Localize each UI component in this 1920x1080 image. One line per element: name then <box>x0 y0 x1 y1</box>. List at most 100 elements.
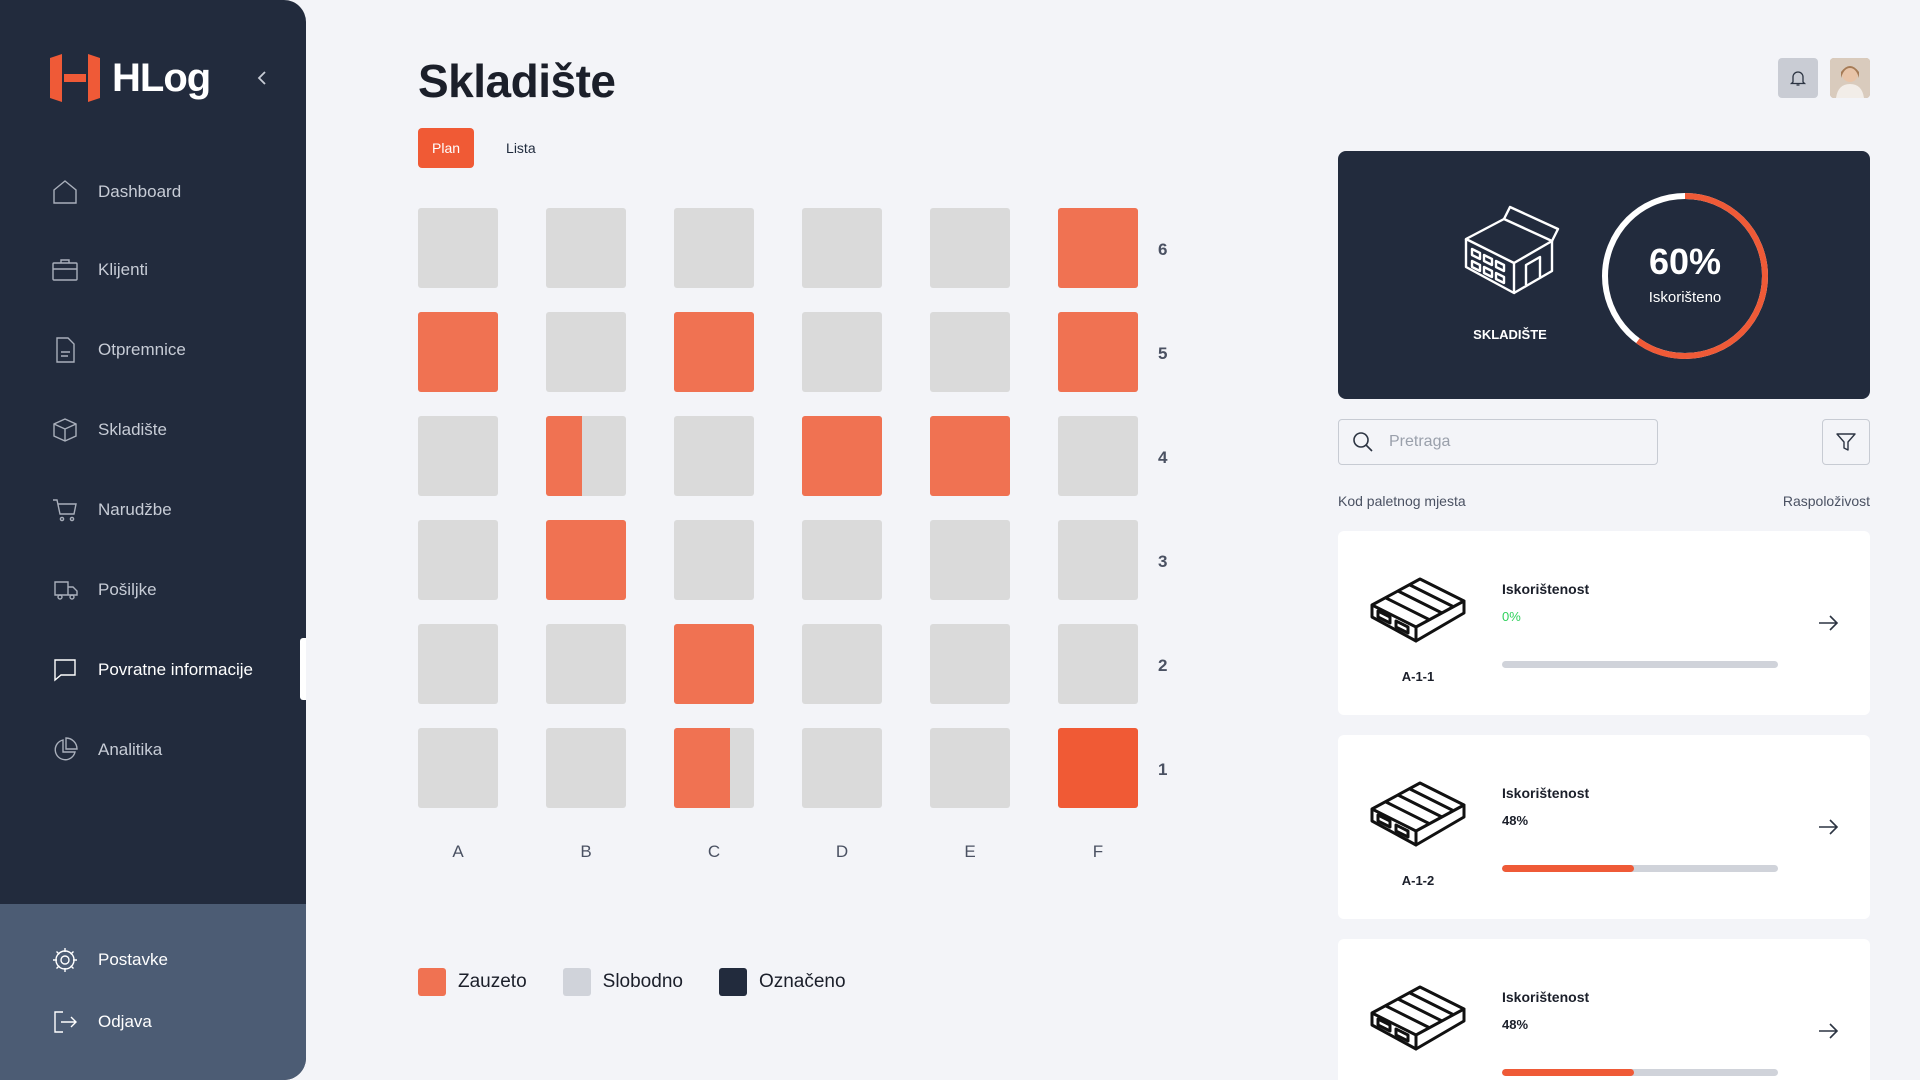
grid-cell-E5[interactable] <box>930 312 1010 392</box>
notifications-button[interactable] <box>1778 58 1818 98</box>
grid-cell-C5[interactable] <box>674 312 754 392</box>
arrow-right-icon[interactable] <box>1816 611 1840 635</box>
row-label: 5 <box>1158 344 1168 363</box>
sidebar-item-odjava[interactable]: Odjava <box>50 1002 152 1042</box>
cell-occupied-fill <box>1058 208 1138 288</box>
column-label: B <box>580 842 592 861</box>
grid-cell-B5[interactable] <box>546 312 626 392</box>
usage-label: Iskorištenost <box>1502 785 1590 801</box>
grid-cell-C3[interactable] <box>674 520 754 600</box>
legend-swatch <box>718 968 747 996</box>
grid-cell-D3[interactable] <box>802 520 882 600</box>
cell-occupied-fill <box>802 416 882 496</box>
search-input[interactable] <box>1389 433 1639 451</box>
sidebar-item-postavke[interactable]: Postavke <box>50 940 168 980</box>
search-box <box>1338 419 1658 465</box>
sidebar-item-label: Dashboard <box>98 182 182 201</box>
arrow-right-icon[interactable] <box>1816 815 1840 839</box>
grid-cell-F5[interactable] <box>1058 312 1138 392</box>
grid-cell-D4[interactable] <box>802 416 882 496</box>
grid-cell-B1[interactable] <box>546 728 626 808</box>
grid-cell-F3[interactable] <box>1058 520 1138 600</box>
row-label: 2 <box>1158 656 1168 675</box>
grid-cell-D1[interactable] <box>802 728 882 808</box>
arrow-right-icon[interactable] <box>1816 1019 1840 1043</box>
gear-icon <box>50 945 80 975</box>
briefcase-icon <box>50 255 80 285</box>
tab-plan[interactable]: Plan <box>418 128 475 168</box>
pie-chart-icon <box>50 735 80 765</box>
grid-cell-C1[interactable] <box>674 728 754 808</box>
grid-cell-E4[interactable] <box>930 416 1010 496</box>
sidebar-item-posiljke[interactable]: Pošiljke <box>50 570 157 610</box>
brand-logo[interactable]: HLog <box>48 54 211 102</box>
grid-cell-A3[interactable] <box>418 520 498 600</box>
sidebar-item-analitika[interactable]: Analitika <box>50 730 162 770</box>
usage-bar <box>1502 661 1778 668</box>
column-label: C <box>707 842 721 861</box>
sidebar-item-label: Odjava <box>98 1012 152 1031</box>
usage-bar <box>1502 865 1778 872</box>
usage-gauge: 60% Iskorišteno <box>1600 191 1770 361</box>
grid-cell-C2[interactable] <box>674 624 754 704</box>
grid-cell-D5[interactable] <box>802 312 882 392</box>
filter-button[interactable] <box>1822 419 1870 465</box>
slot-card[interactable]: Iskorištenost 48% <box>1338 939 1870 1080</box>
legend-label: Označeno <box>758 971 846 992</box>
grid-cell-B4[interactable] <box>546 416 626 496</box>
sidebar-item-otpremnice[interactable]: Otpremnice <box>50 330 186 370</box>
sidebar-item-skladiste[interactable]: Skladište <box>50 410 167 450</box>
tab-lista[interactable]: Lista <box>506 140 536 156</box>
column-label: D <box>835 842 849 861</box>
sidebar-item-label: Klijenti <box>98 260 149 279</box>
grid-cell-A5[interactable] <box>418 312 498 392</box>
grid-cell-B3[interactable] <box>546 520 626 600</box>
chevron-left-icon[interactable] <box>250 66 274 90</box>
grid-cell-E3[interactable] <box>930 520 1010 600</box>
document-icon <box>50 335 80 365</box>
sidebar-item-klijenti[interactable]: Klijenti <box>50 250 148 290</box>
grid-cell-A4[interactable] <box>418 416 498 496</box>
sidebar-item-narudzbe[interactable]: Narudžbe <box>50 490 172 530</box>
row-label: 1 <box>1158 760 1168 779</box>
slot-card[interactable]: A-1-2 Iskorištenost 48% <box>1338 735 1870 919</box>
legend: Zauzeto Slobodno Označeno <box>418 968 882 996</box>
home-icon <box>50 177 80 207</box>
logout-icon <box>50 1007 80 1037</box>
grid-cell-C4[interactable] <box>674 416 754 496</box>
grid-cell-F4[interactable] <box>1058 416 1138 496</box>
grid-cell-F6[interactable] <box>1058 208 1138 288</box>
row-label: 6 <box>1158 240 1168 259</box>
slot-card[interactable]: A-1-1 Iskorištenost 0% <box>1338 531 1870 715</box>
grid-cell-C6[interactable] <box>674 208 754 288</box>
grid-cell-B6[interactable] <box>546 208 626 288</box>
grid-cell-F1[interactable] <box>1058 728 1138 808</box>
view-tabs: Plan Lista <box>418 128 550 168</box>
legend-item-selected: Označeno <box>718 968 846 996</box>
grid-cell-D2[interactable] <box>802 624 882 704</box>
warehouse-building-icon <box>1464 205 1560 295</box>
grid-cell-A2[interactable] <box>418 624 498 704</box>
usage-bar-fill <box>1502 1069 1635 1076</box>
user-avatar-icon <box>1830 58 1870 98</box>
slot-code: A-1-1 <box>1401 669 1435 684</box>
legend-swatch <box>562 968 591 996</box>
top-actions <box>1778 58 1870 98</box>
grid-cell-E1[interactable] <box>930 728 1010 808</box>
truck-icon <box>50 575 80 605</box>
grid-cell-F2[interactable] <box>1058 624 1138 704</box>
grid-cell-B2[interactable] <box>546 624 626 704</box>
pallet-icon <box>1370 985 1466 1051</box>
legend-item-free: Slobodno <box>562 968 683 996</box>
cell-occupied-fill <box>546 416 582 496</box>
sidebar-item-dashboard[interactable]: Dashboard <box>50 172 181 212</box>
sidebar-item-povratne-informacije[interactable]: Povratne informacije <box>50 650 253 690</box>
grid-cell-E2[interactable] <box>930 624 1010 704</box>
avatar[interactable] <box>1830 58 1870 98</box>
grid-cell-E6[interactable] <box>930 208 1010 288</box>
grid-cell-A6[interactable] <box>418 208 498 288</box>
col-code-header: Kod paletnog mjesta <box>1338 493 1466 509</box>
grid-cell-A1[interactable] <box>418 728 498 808</box>
page-title: Skladište <box>418 55 616 107</box>
grid-cell-D6[interactable] <box>802 208 882 288</box>
